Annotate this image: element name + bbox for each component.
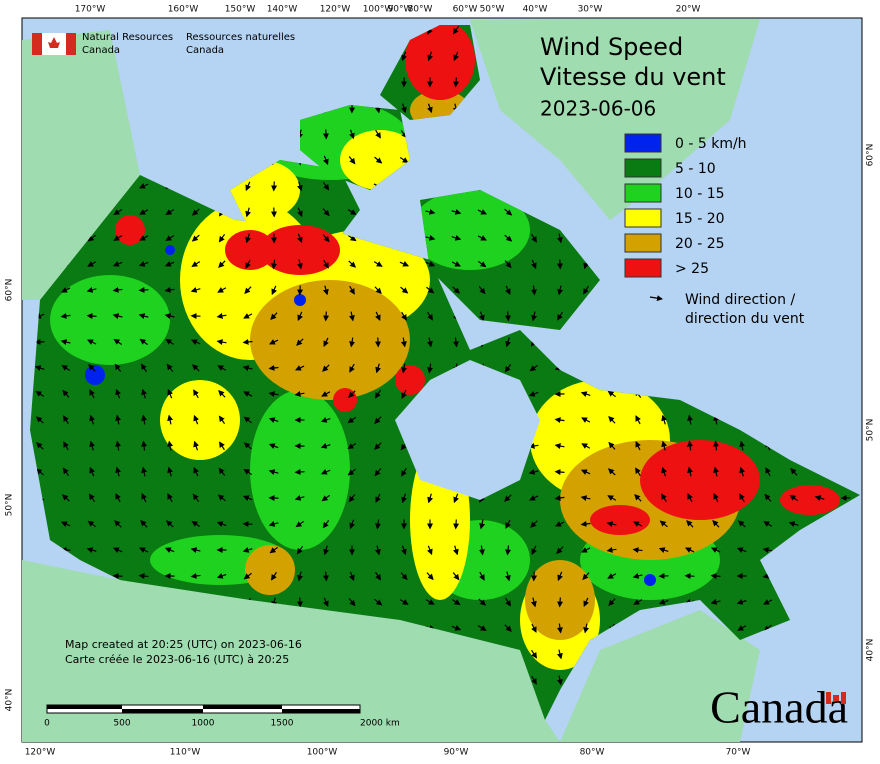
longitude-label: 70°W: [726, 748, 751, 758]
longitude-label: 40°W: [523, 5, 548, 15]
wind-arrow: [456, 520, 457, 529]
longitude-label: 30°W: [578, 5, 603, 15]
wind-arrow: [274, 182, 275, 191]
wind-arrow: [300, 286, 301, 295]
longitude-label: 110°W: [170, 748, 201, 758]
note: Carte créée le 2023-06-16 (UTC) à 20:25: [65, 653, 289, 666]
scale-label: 0: [44, 719, 50, 729]
legend-label: 10 - 15: [675, 186, 725, 202]
latitude-label: 50°N: [866, 419, 876, 442]
legend-label: 5 - 10: [675, 161, 716, 177]
wind-arrow: [296, 472, 305, 473]
wind-arrow: [326, 572, 327, 581]
longitude-label: 80°W: [408, 5, 433, 15]
wind-arrow: [326, 130, 327, 139]
title: Vitesse du vent: [540, 63, 726, 91]
longitude-label: 50°W: [480, 5, 505, 15]
legend-label: Wind direction /: [685, 292, 795, 308]
wind-zone: [780, 485, 840, 515]
wind-zone: [160, 380, 240, 460]
logo-text: Natural Resources: [82, 32, 173, 43]
legend-label: 0 - 5 km/h: [675, 136, 747, 152]
legend-label: 15 - 20: [675, 211, 725, 227]
legend-label: > 25: [675, 261, 709, 277]
wind-zone: [395, 365, 425, 395]
logo-text: Canada: [82, 45, 120, 56]
latitude-label: 60°N: [866, 144, 876, 167]
longitude-label: 140°W: [267, 5, 298, 15]
wind-zone: [250, 390, 350, 550]
wind-zone: [640, 440, 760, 520]
longitude-label: 170°W: [75, 5, 106, 15]
wind-zone: [333, 388, 357, 412]
legend-swatch: [625, 209, 661, 227]
longitude-label: 150°W: [225, 5, 256, 15]
longitude-label: 160°W: [168, 5, 199, 15]
scale-label: 2000 km: [360, 719, 400, 729]
logo-text: Canada: [186, 45, 224, 56]
wind-zone: [85, 365, 105, 385]
wind-arrow: [686, 576, 695, 577]
longitude-label: 100°W: [307, 748, 338, 758]
longitude-label: 90°W: [444, 748, 469, 758]
date: 2023-06-06: [540, 97, 656, 121]
wind-arrow: [140, 576, 149, 577]
legend-swatch: [625, 234, 661, 252]
scale-segment: [122, 709, 203, 713]
latitude-label: 40°N: [866, 639, 876, 662]
wordmark: Canada: [710, 682, 848, 733]
wind-zone: [294, 294, 306, 306]
scale-segment: [47, 705, 122, 709]
wind-zone: [250, 280, 410, 400]
latitude-label: 40°N: [5, 689, 15, 712]
note: Map created at 20:25 (UTC) on 2023-06-16: [65, 638, 302, 651]
wind-zone: [245, 545, 295, 595]
logo-text: Ressources naturelles: [186, 32, 295, 43]
legend-swatch: [625, 159, 661, 177]
wind-arrow: [556, 472, 565, 473]
scale-label: 1500: [271, 719, 294, 729]
longitude-label: 60°W: [453, 5, 478, 15]
wind-arrow: [326, 312, 327, 321]
legend-swatch: [625, 134, 661, 152]
legend-label: direction du vent: [685, 311, 805, 327]
scale-segment: [203, 705, 282, 709]
legend-swatch: [625, 184, 661, 202]
longitude-label: 20°W: [676, 5, 701, 15]
wind-arrow: [140, 290, 149, 291]
scale-segment: [282, 709, 360, 713]
wind-zone: [644, 574, 656, 586]
scale-label: 1000: [192, 719, 215, 729]
longitude-label: 80°W: [580, 748, 605, 758]
legend-label: 20 - 25: [675, 236, 725, 252]
title: Wind Speed: [540, 33, 683, 61]
wind-zone: [590, 505, 650, 535]
wind-arrow: [560, 598, 561, 607]
wind-zone: [225, 230, 275, 270]
wind-zone: [165, 245, 175, 255]
legend-swatch: [625, 259, 661, 277]
wind-arrow: [300, 598, 301, 607]
scale-label: 500: [113, 719, 130, 729]
latitude-label: 60°N: [5, 279, 15, 302]
wind-arrow: [456, 78, 457, 87]
latitude-label: 50°N: [5, 494, 15, 517]
wind-arrow: [712, 576, 721, 577]
wind-arrow: [88, 316, 97, 317]
longitude-label: 120°W: [25, 748, 56, 758]
wind-arrow: [508, 312, 509, 321]
longitude-label: 120°W: [320, 5, 351, 15]
wind-arrow: [244, 524, 253, 525]
